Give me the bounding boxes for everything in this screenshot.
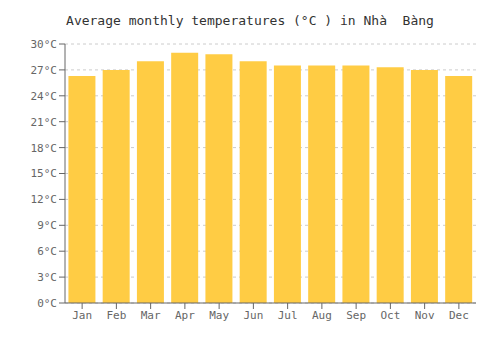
- svg-text:Jun: Jun: [243, 309, 263, 322]
- svg-text:Nov: Nov: [415, 309, 435, 322]
- svg-text:6°C: 6°C: [37, 245, 57, 258]
- svg-text:Oct: Oct: [380, 309, 400, 322]
- svg-text:18°C: 18°C: [31, 142, 58, 155]
- svg-text:Sep: Sep: [346, 309, 366, 322]
- svg-text:21°C: 21°C: [31, 116, 58, 129]
- svg-text:Mar: Mar: [141, 309, 161, 322]
- svg-text:30°C: 30°C: [31, 38, 58, 51]
- svg-text:3°C: 3°C: [37, 271, 57, 284]
- svg-text:Jul: Jul: [278, 309, 298, 322]
- svg-text:Apr: Apr: [175, 309, 195, 322]
- svg-text:15°C: 15°C: [31, 167, 58, 180]
- svg-text:12°C: 12°C: [31, 193, 58, 206]
- svg-text:Feb: Feb: [106, 309, 126, 322]
- svg-text:Jan: Jan: [72, 309, 92, 322]
- svg-text:May: May: [209, 309, 229, 322]
- svg-text:0°C: 0°C: [37, 297, 57, 310]
- svg-text:9°C: 9°C: [37, 219, 57, 232]
- svg-text:Aug: Aug: [312, 309, 332, 322]
- svg-text:24°C: 24°C: [31, 90, 58, 103]
- svg-text:Dec: Dec: [449, 309, 469, 322]
- html-text:Average monthly temperatures (: Average monthly temperatures (°C ) in Nh…: [66, 13, 434, 28]
- svg-text:27°C: 27°C: [31, 64, 58, 77]
